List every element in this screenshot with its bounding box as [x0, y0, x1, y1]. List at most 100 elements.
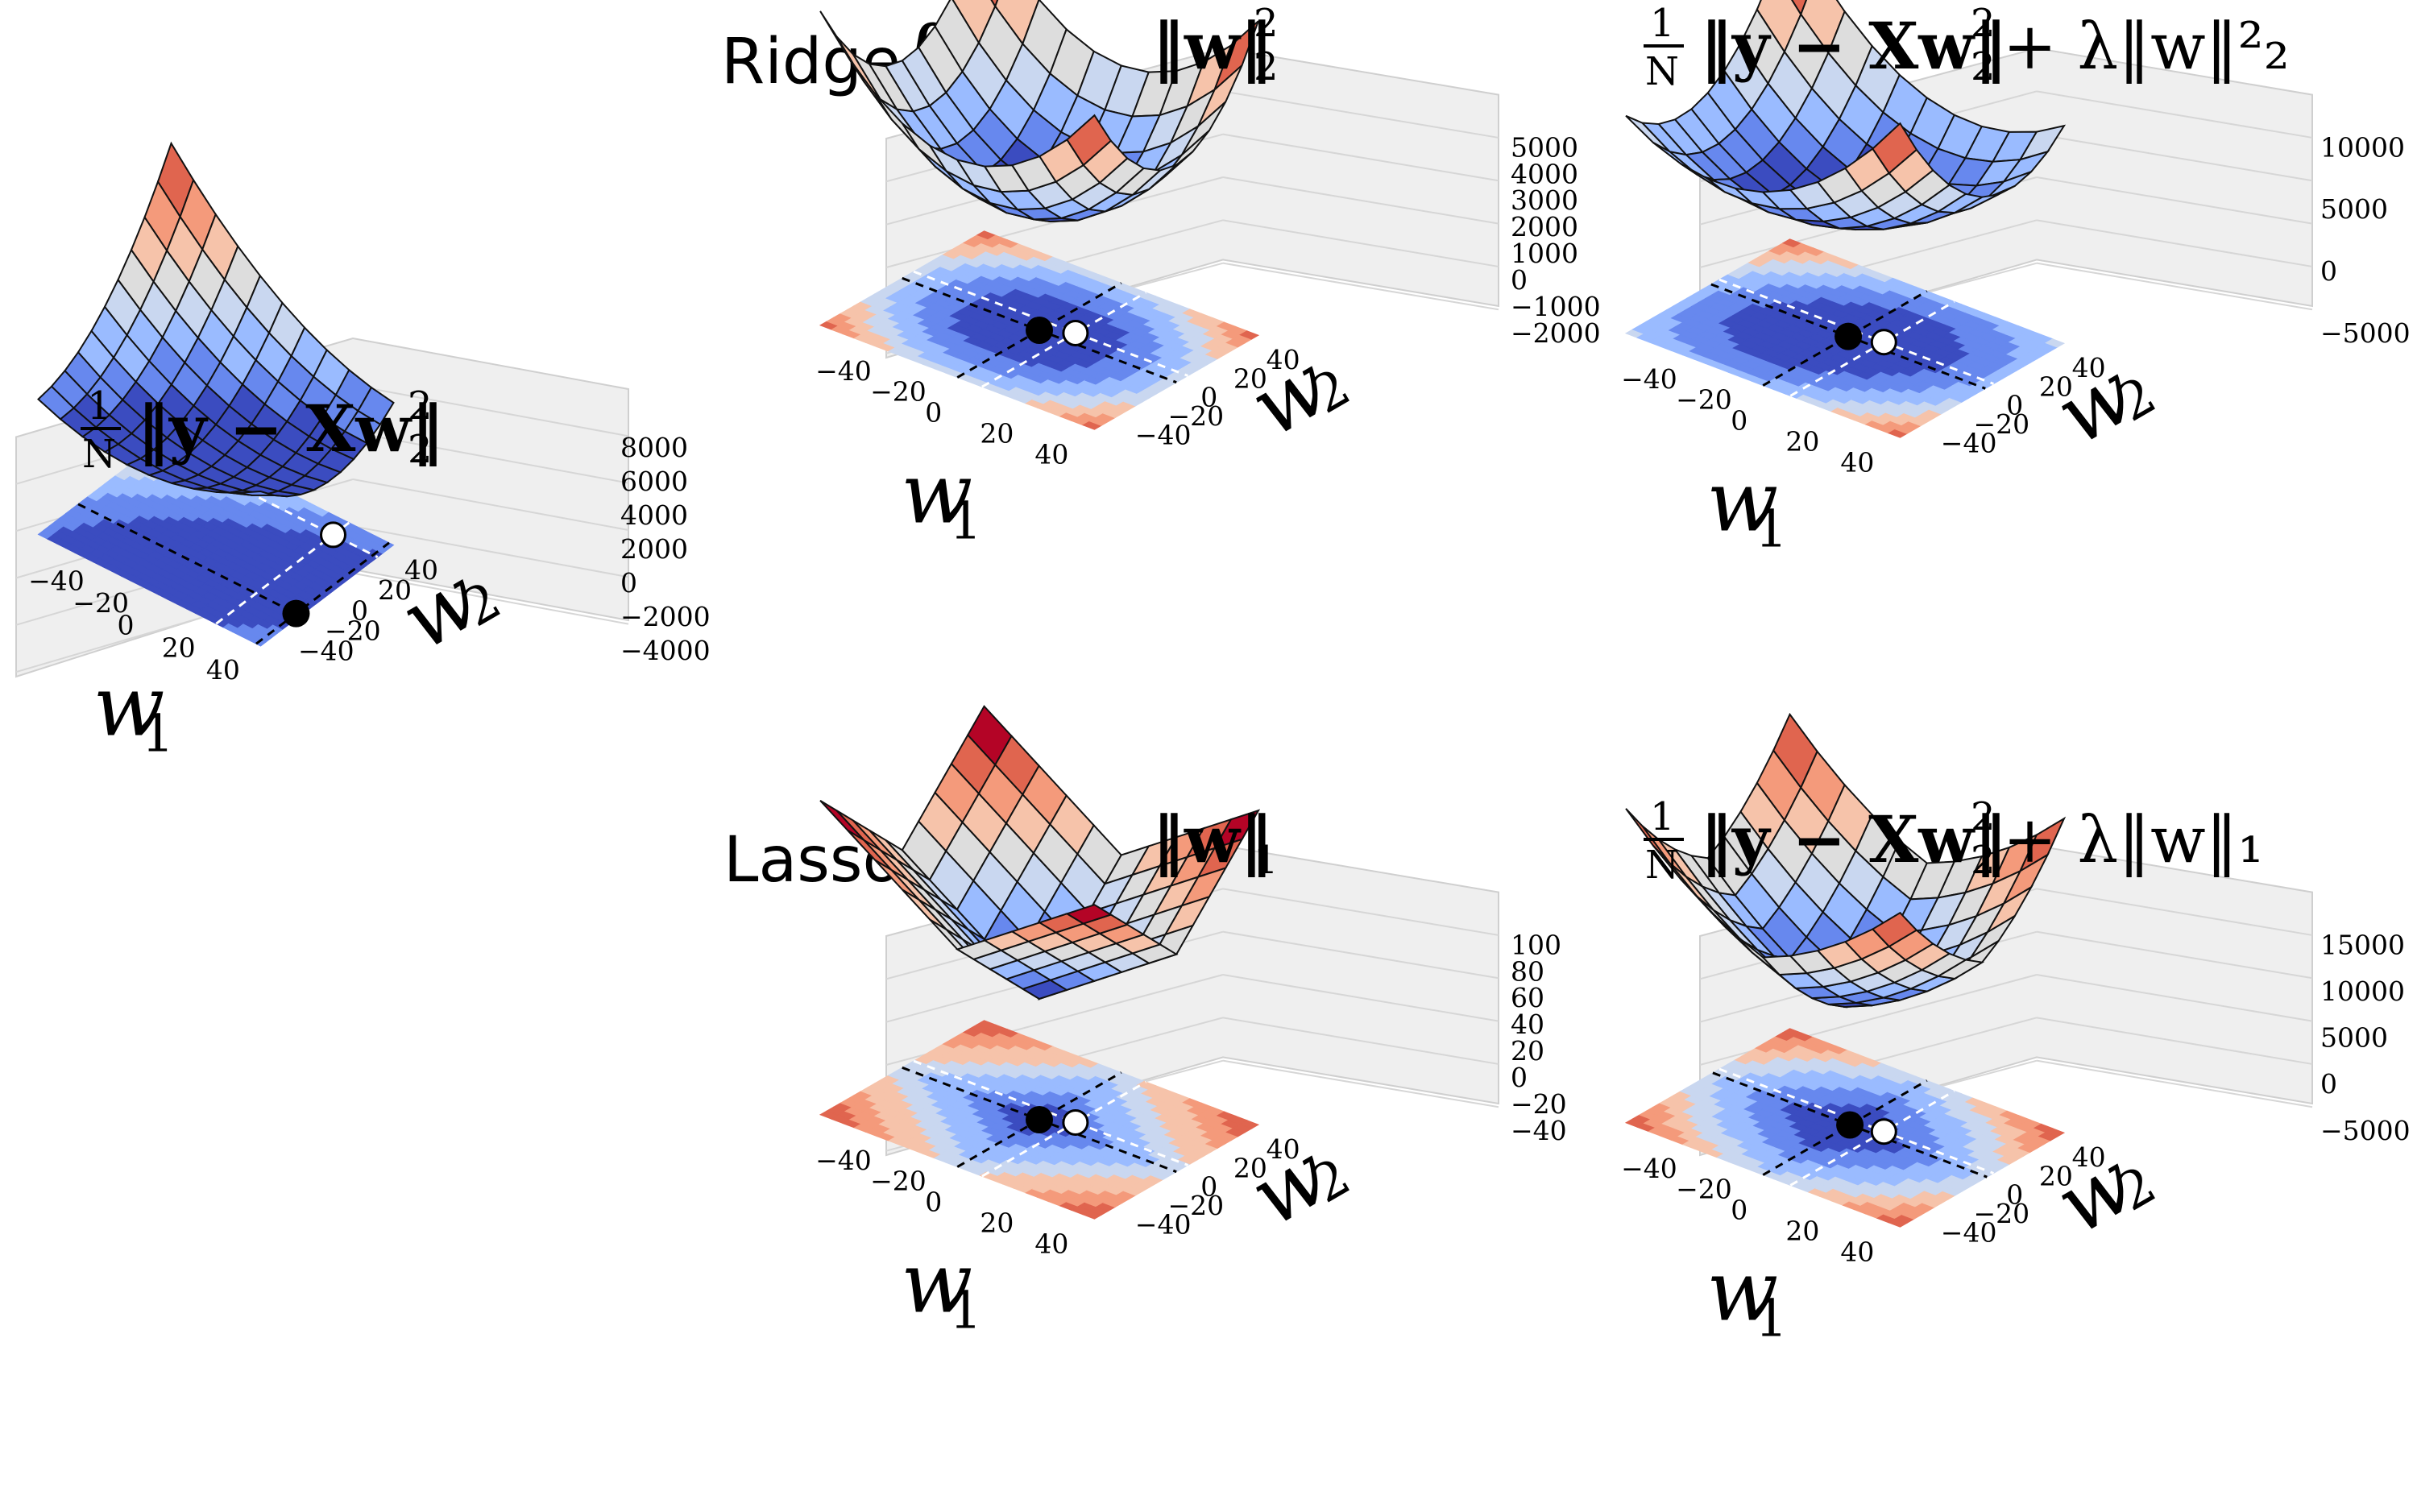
z-tick-label: −4000: [620, 635, 711, 666]
surface-patch: [238, 491, 275, 496]
title-frac-den: N: [82, 432, 116, 477]
x-tick-label: 40: [1034, 438, 1068, 470]
x-tick-label: −20: [870, 376, 927, 408]
title-frac-num: 1: [87, 383, 112, 429]
x-axis-label: w: [93, 657, 165, 756]
y-tick-label: 0: [1200, 382, 1217, 413]
y-tick-label: −40: [298, 635, 354, 666]
chart-title: ‖w‖1: [1152, 802, 1279, 883]
y-tick-label: 0: [1200, 1171, 1217, 1203]
pane-gridline: [352, 525, 629, 578]
z-tick-label: 4000: [620, 499, 688, 531]
minimum-point-white: [320, 521, 346, 549]
x-tick-label: 20: [1785, 1215, 1819, 1246]
minimum-point-black: [1026, 1106, 1053, 1133]
z-tick-label: 5000: [1511, 131, 1578, 163]
x-tick-label: −20: [870, 1166, 927, 1197]
pane-gridline: [1222, 176, 1499, 225]
pane-gridline: [1222, 219, 1499, 267]
y-tick-label: 0: [2006, 390, 2023, 421]
pane-gridline: [352, 384, 629, 437]
x-axis-label-sub: 1: [142, 705, 175, 764]
pane-gridline: [1222, 133, 1499, 182]
pane-gridline: [352, 572, 629, 625]
title-tail: + λ‖w‖²₂: [2003, 9, 2290, 84]
x-tick-label: 0: [118, 610, 135, 641]
title-sub: 2: [408, 427, 433, 472]
chart-title: 1N ‖y − Xw‖22 + λ‖w‖²₂: [1644, 1, 2290, 94]
title-sub: 1: [1254, 838, 1279, 883]
pane-gridline: [1222, 262, 1499, 311]
pane-gridline: [885, 176, 1224, 268]
x-tick-label: 40: [1840, 1236, 1874, 1267]
x-tick-label: −40: [1621, 363, 1677, 395]
pane-gridline: [352, 478, 629, 531]
chart-title: ‖w‖22: [1152, 1, 1279, 89]
minimum-point-white: [1870, 329, 1897, 356]
x-tick-label: −40: [815, 1145, 872, 1176]
x-tick-label: −40: [815, 355, 872, 387]
y-tick-label: 0: [351, 594, 368, 626]
x-tick-label: 20: [162, 632, 196, 663]
x-tick-label: −20: [73, 587, 129, 619]
y-tick-label: −20: [325, 615, 381, 646]
minimum-point-white: [1062, 1108, 1089, 1136]
x-axis-label-sub: 1: [949, 492, 982, 552]
title-tail: + λ‖w‖₁: [2003, 802, 2264, 877]
z-tick-label: −5000: [2320, 317, 2411, 349]
pane-gridline: [1222, 90, 1499, 139]
minimum-point-black: [282, 599, 310, 628]
x-axis-label-sub: 1: [949, 1282, 982, 1341]
z-tick-label: 5000: [2320, 193, 2388, 225]
minimum-point-black: [1835, 322, 1863, 350]
title-sup: 2: [1971, 1, 1996, 46]
z-tick-label: 10000: [2320, 976, 2405, 1007]
chart-title: 1N ‖y − Xw‖22 + λ‖w‖₁: [1644, 794, 2264, 888]
minimum-point-white: [1870, 1118, 1897, 1145]
title-frac-den: N: [1645, 49, 1679, 94]
z-tick-label: 0: [2320, 255, 2337, 287]
title-sub: 2: [1254, 44, 1279, 89]
z-tick-label: 8000: [620, 432, 688, 463]
title-norm: ‖y − Xw‖: [1700, 8, 2006, 85]
z-tick-label: 15000: [2320, 929, 2405, 960]
z-tick-label: −2000: [620, 601, 711, 632]
z-tick-label: 10000: [2320, 131, 2405, 163]
title-norm: ‖y − Xw‖: [1700, 802, 2006, 878]
title-frac-num: 1: [1650, 794, 1675, 839]
title-sup: 2: [1254, 1, 1279, 46]
dashed-line-black: [77, 503, 301, 617]
x-tick-label: 0: [1731, 405, 1747, 437]
title-sub: 2: [1971, 838, 1996, 883]
chart-loss: −4000−200002000400060008000−40−2002040−4…: [15, 141, 711, 764]
z-tick-label: 6000: [620, 466, 688, 497]
z-tick-label: 0: [620, 567, 637, 599]
x-axis-label-sub: 1: [1755, 1290, 1788, 1349]
chart-ridge_total: −50000500010000−40−2002040−40−2002040w1w…: [1621, 0, 2411, 560]
x-axis-label-sub: 1: [1755, 500, 1788, 560]
y-tick-label: 0: [2006, 1179, 2023, 1211]
title-frac-num: 1: [1650, 1, 1675, 46]
x-tick-label: 20: [1785, 425, 1819, 457]
x-tick-label: 20: [980, 1207, 1014, 1238]
pane-gridline: [352, 431, 629, 484]
x-tick-label: 0: [1731, 1195, 1747, 1226]
x-tick-label: −40: [28, 565, 85, 596]
z-tick-label: 0: [2320, 1068, 2337, 1100]
z-tick-label: −5000: [2320, 1115, 2411, 1146]
minimum-point-black: [1836, 1111, 1864, 1139]
title-sup: 2: [408, 383, 433, 429]
title-sub: 2: [1971, 44, 1996, 89]
x-tick-label: −40: [1621, 1153, 1677, 1184]
title-sup: 2: [1971, 794, 1996, 839]
minimum-point-black: [1026, 317, 1053, 344]
x-tick-label: 40: [206, 654, 240, 686]
x-tick-label: −20: [1676, 1174, 1732, 1205]
chart-lasso_total: −5000050001000015000−40−2002040−40−20020…: [1621, 712, 2411, 1349]
z-tick-label: 100: [1511, 929, 1561, 960]
x-tick-label: 40: [1034, 1228, 1068, 1259]
x-tick-label: −20: [1676, 384, 1732, 416]
title-frac-den: N: [1645, 843, 1679, 888]
chart-title: 1N ‖y − Xw‖22: [81, 383, 443, 477]
